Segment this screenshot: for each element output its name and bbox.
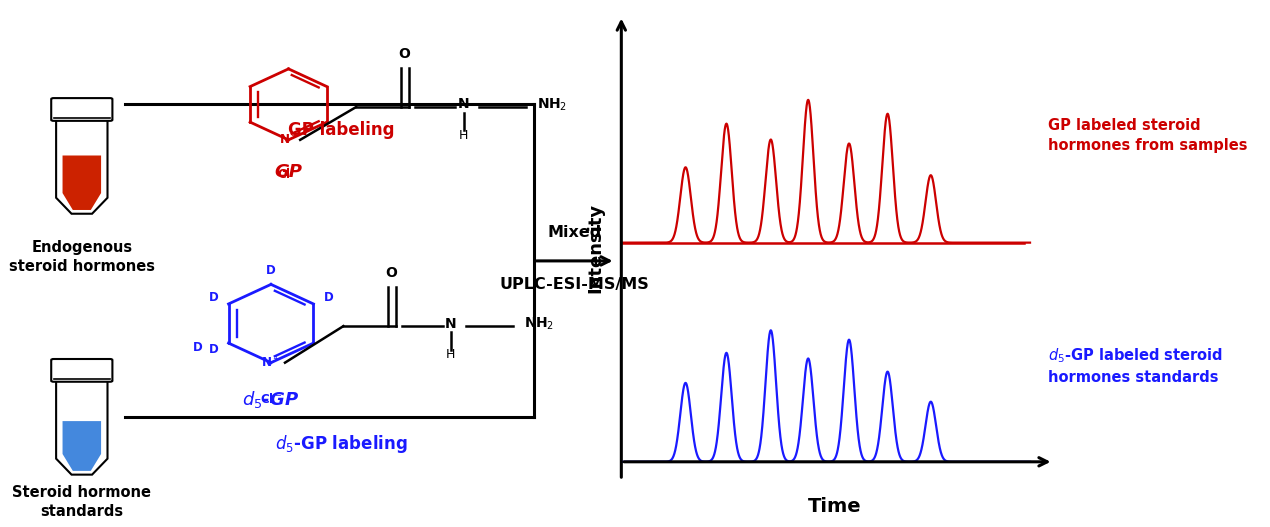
Text: Steroid hormone
standards: Steroid hormone standards bbox=[13, 485, 151, 519]
Text: GP labeling: GP labeling bbox=[288, 121, 394, 140]
Text: O: O bbox=[399, 47, 410, 61]
Text: Time: Time bbox=[808, 496, 861, 515]
Text: $d_5$-GP labeling: $d_5$-GP labeling bbox=[274, 433, 408, 454]
Text: H: H bbox=[446, 348, 456, 362]
Text: Intensity: Intensity bbox=[587, 203, 605, 293]
Text: D: D bbox=[193, 340, 202, 354]
Polygon shape bbox=[62, 421, 102, 471]
Text: NH$_2$: NH$_2$ bbox=[525, 315, 555, 331]
Text: Mixed: Mixed bbox=[547, 225, 602, 240]
Text: N$^+$: N$^+$ bbox=[262, 355, 281, 370]
Text: GP labeled steroid
hormones from samples: GP labeled steroid hormones from samples bbox=[1048, 118, 1247, 153]
Text: Endogenous
steroid hormones: Endogenous steroid hormones bbox=[9, 240, 155, 274]
Text: N: N bbox=[444, 317, 457, 330]
Text: D: D bbox=[208, 344, 218, 356]
Text: $d_5$-GP labeled steroid
hormones standards: $d_5$-GP labeled steroid hormones standa… bbox=[1048, 346, 1223, 385]
Text: $d_5$-GP: $d_5$-GP bbox=[243, 389, 300, 409]
Text: D: D bbox=[267, 264, 276, 277]
Text: D: D bbox=[324, 290, 333, 304]
Text: NH$_2$: NH$_2$ bbox=[537, 96, 568, 113]
FancyBboxPatch shape bbox=[51, 98, 113, 121]
Text: H: H bbox=[458, 129, 469, 142]
FancyBboxPatch shape bbox=[51, 359, 113, 382]
Text: GP: GP bbox=[274, 163, 302, 181]
Text: Cl$^-$: Cl$^-$ bbox=[260, 392, 282, 406]
Text: Cl$^-$: Cl$^-$ bbox=[277, 167, 300, 181]
Text: N$^+$: N$^+$ bbox=[278, 132, 298, 148]
Text: N: N bbox=[458, 97, 470, 111]
Polygon shape bbox=[56, 118, 108, 214]
Text: UPLC-ESI-MS/MS: UPLC-ESI-MS/MS bbox=[499, 277, 649, 292]
Polygon shape bbox=[56, 379, 108, 475]
Text: O: O bbox=[385, 266, 398, 280]
Text: D: D bbox=[208, 290, 218, 304]
Polygon shape bbox=[62, 155, 102, 210]
